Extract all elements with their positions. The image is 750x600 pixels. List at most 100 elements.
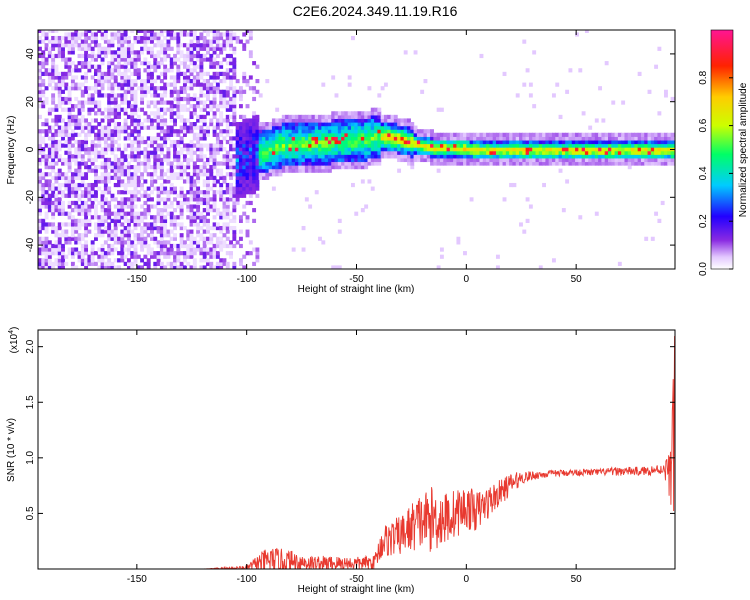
spectrogram-cell [601,143,606,148]
spectrogram-cell [186,64,191,69]
spectrogram-cell [44,243,49,249]
spectrogram-cell [248,175,253,180]
spectrogram-cell [44,100,49,105]
spectrogram-cell [126,218,131,223]
spectrogram-cell [77,82,82,87]
spectrogram-cell [304,118,309,123]
spectrogram-cell [126,240,131,245]
spectrogram-cell [179,204,184,209]
spectrogram-cell [117,143,121,148]
spectrogram-cell [182,53,187,59]
spectrogram-cell [433,161,438,166]
spectrogram-cell [463,150,467,155]
spectrogram-cell [67,35,72,41]
spectrogram-cell [38,261,42,267]
spectrogram-cell [176,89,181,94]
spectrogram-cell [232,161,237,166]
spectrogram-cell [265,175,270,180]
spectrogram-cell [327,143,332,148]
spectrogram-cell [57,258,62,263]
spectrogram-cell [67,139,72,145]
spectrogram-cell [383,136,388,141]
spectrogram-cell [156,93,161,98]
spectrogram-cell [54,243,59,249]
spectrogram-cell [281,125,286,130]
spectrogram-cell [229,190,233,195]
spectrogram-cell [47,258,52,263]
spectrogram-cell [156,122,161,127]
spectrogram-cell [123,100,128,105]
spectrogram-cell [545,139,550,145]
spectrogram-cell [482,161,487,166]
spectrogram-cell [407,147,411,152]
spectrogram-cell [225,129,230,134]
spectrogram-cell [41,204,46,209]
spectrogram-cell [551,157,556,163]
spectrogram-cell [41,82,46,87]
spectrogram-cell [377,118,382,123]
spectrogram-cell [430,143,434,148]
spectrogram-cell [232,225,237,231]
spectrogram-cell [182,251,187,256]
spectrogram-cell [344,154,349,159]
spectrogram-cell [235,122,240,127]
spectrogram-cell [561,147,566,152]
spectrogram-cell [87,157,92,163]
spectrogram-cell [199,129,204,134]
spectrogram-cell [202,218,207,223]
spectrogram-cell [64,107,69,112]
spectrogram-cell [169,204,174,209]
spectrogram-cell [186,96,191,102]
spectrogram-cell [631,139,635,145]
spectrogram-cell [61,229,65,234]
spectrogram-cell [38,251,42,256]
spectrogram-cell [357,136,362,141]
spectrogram-cell [212,251,217,256]
spectrogram-cell [413,143,418,148]
spectrogram-cell [143,150,148,155]
spectrogram-cell [667,139,672,145]
spectrogram-cell [509,147,514,152]
spectrogram-cell [594,161,599,166]
spectrogram-cell [67,64,72,69]
spectrogram-cell [519,139,523,145]
spectrogram-cell [67,57,72,62]
spectrogram-cell [565,143,570,148]
spectrogram-cell [357,143,362,148]
spectrogram-cell [41,157,46,163]
spectrogram-cell [318,165,322,170]
spectrogram-cell [143,82,148,87]
spectrogram-cell [166,132,171,137]
spectrogram-cell [225,86,230,91]
spectrogram-cell [186,143,191,148]
spectrogram-cell [38,157,42,163]
spectrogram-cell [558,168,563,173]
spectrogram-cell [77,204,82,209]
spectrogram-cell [252,208,257,213]
spectrogram-cell [169,186,174,191]
spectrogram-cell [189,86,194,91]
spectrogram-cell [482,154,487,159]
spectrogram-cell [107,71,112,77]
spectrogram-cell [166,251,171,256]
spectrogram-cell [41,265,46,269]
spectrogram-cell [238,175,243,180]
spectrogram-cell [166,175,171,180]
spectrogram-cell [271,122,276,127]
spectrogram-cell [123,79,128,84]
spectrogram-cell [584,139,589,145]
spectrogram-cell [660,143,665,148]
spectrogram-cell [94,175,98,180]
spectrogram-cell [400,150,405,155]
snr-multiplier-exponent: 4 [8,330,15,334]
spectrogram-cell [150,118,154,123]
spectrogram-cell [77,154,82,159]
spectrogram-cell [173,218,177,223]
spectrogram-cell [38,75,42,80]
spectrogram-cell [235,165,240,170]
spectrogram-cell [84,50,89,55]
spectrogram-cell [578,136,583,141]
spectrogram-cell [169,125,174,130]
spectrogram-cell [532,104,537,109]
spectrogram-cell [367,139,372,145]
